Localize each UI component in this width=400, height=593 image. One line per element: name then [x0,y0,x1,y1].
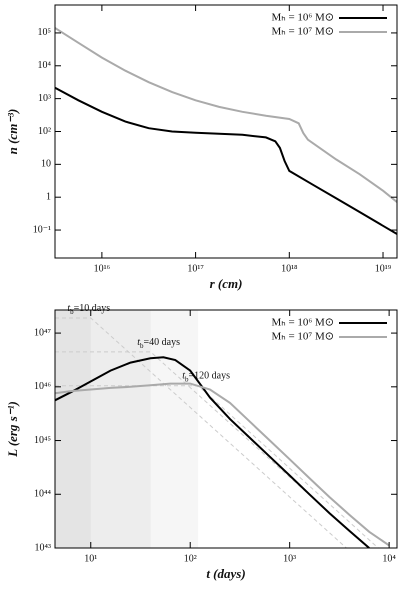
x-tick-label: 10¹⁷ [187,263,204,274]
guide-text: =10 days [74,303,111,314]
y-axis-title: L (erg s⁻¹) [5,401,20,458]
guide-text: =40 days [144,337,181,348]
guide-text: =120 days [188,371,230,382]
panel: 10¹⁶ 10¹⁷ 10¹⁸ 10¹⁹ 10⁻¹ 1 10 10² 10³ 10⁴ 10⁵ r (cm… [5,4,398,291]
series-line [55,356,370,548]
x-tick-label: 10¹ [84,553,97,564]
x-tick-label: 10¹⁸ [281,263,298,274]
guide-label: tb=40 days [137,337,180,349]
legend-label: Mₕ = 10⁷ M⊙ [271,26,334,38]
plot-frame [54,309,398,549]
guide-symbol: t [67,303,70,314]
x-tick-label: 10¹⁶ [94,263,111,274]
guide-label: tb=120 days [182,371,230,383]
y-tick-label: 10³ [38,93,51,104]
y-axis-title: n (cm⁻³) [5,109,20,155]
guide-label: tb=10 days [67,303,110,315]
plot-frame [54,4,398,259]
guide-subscript: b [185,375,189,383]
y-tick-label: 10⁵ [38,27,52,38]
y-tick-label: 1 [46,191,51,202]
x-tick-label: 10² [184,553,197,564]
x-axis-title: r (cm) [210,276,243,291]
series-line [55,382,390,547]
guide-subscript: b [70,308,74,316]
y-tick-label: 10⁴ [38,60,52,71]
x-tick-label: 10¹⁹ [375,263,392,274]
series-line [55,27,397,203]
guide-symbol: t [182,371,185,382]
x-axis-title: t (days) [206,566,245,581]
guide-line [55,317,347,548]
y-tick-label: 10⁴⁴ [34,489,51,500]
x-tick-label: 10³ [283,553,296,564]
legend-label: Mₕ = 10⁶ M⊙ [271,317,334,329]
y-tick-label: 10⁴⁵ [34,435,51,446]
legend-label: Mₕ = 10⁷ M⊙ [271,331,334,343]
y-tick-label: 10 [41,159,51,170]
x-tick-label: 10⁴ [382,553,396,564]
y-tick-label: 10⁴³ [35,542,51,553]
y-tick-label: 10² [38,126,51,137]
y-tick-label: 10⁴⁶ [34,381,51,392]
guide-symbol: t [137,337,140,348]
legend-label: Mₕ = 10⁶ M⊙ [271,12,334,24]
guide-subscript: b [140,341,144,349]
y-tick-label: 10⁴⁷ [34,327,51,338]
y-tick-label: 10⁻¹ [33,224,51,235]
series-line [55,86,397,235]
